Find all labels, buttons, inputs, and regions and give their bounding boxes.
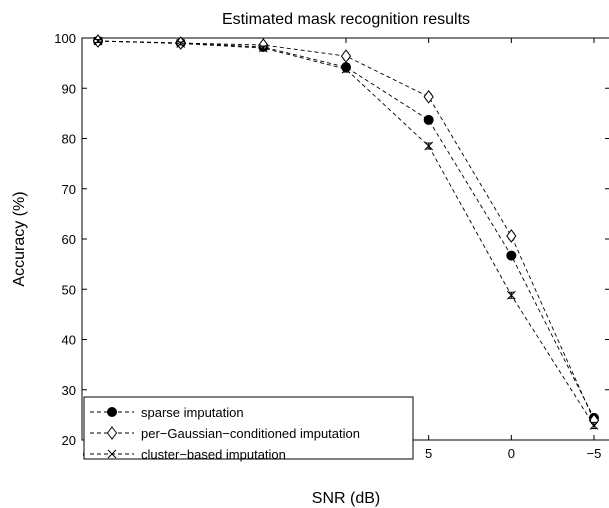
data-point-marker bbox=[93, 36, 103, 46]
data-point-marker bbox=[423, 89, 434, 104]
y-tick-label: 50 bbox=[62, 282, 76, 297]
y-axis-title: Accuracy (%) bbox=[11, 191, 28, 286]
legend-label: cluster−based imputation bbox=[141, 447, 286, 462]
legend-label: per−Gaussian−conditioned imputation bbox=[141, 426, 360, 441]
plot-frame bbox=[81, 37, 609, 441]
data-point-marker bbox=[506, 290, 516, 300]
legend: sparse imputation per−Gaussian−conditione… bbox=[83, 396, 414, 462]
y-tick-label: 70 bbox=[62, 182, 76, 197]
legend-box bbox=[83, 396, 414, 460]
data-point-marker bbox=[176, 39, 186, 48]
data-point-marker bbox=[506, 229, 517, 243]
x-tick-label: 5 bbox=[425, 446, 432, 461]
data-point-marker bbox=[258, 43, 268, 53]
y-tick-label: 60 bbox=[62, 232, 76, 247]
x-axis-title: SNR (dB) bbox=[312, 490, 380, 507]
series-layer bbox=[92, 34, 600, 430]
y-tick-label: 40 bbox=[62, 333, 76, 348]
y-tick-label: 20 bbox=[62, 433, 76, 448]
legend-label: sparse imputation bbox=[141, 405, 244, 420]
y-tick-label: 90 bbox=[62, 81, 76, 96]
series-line bbox=[97, 40, 595, 426]
series-1 bbox=[93, 36, 599, 423]
data-point-marker bbox=[106, 426, 118, 440]
series-3 bbox=[93, 36, 599, 430]
data-point-marker bbox=[258, 38, 269, 52]
data-point-marker bbox=[589, 421, 599, 430]
data-point-marker bbox=[340, 49, 352, 63]
data-point-marker bbox=[423, 114, 434, 125]
y-tick-label: 30 bbox=[62, 383, 76, 398]
series-2 bbox=[92, 34, 600, 428]
y-tick-label: 80 bbox=[62, 132, 76, 147]
chart-title: Estimated mask recognition results bbox=[222, 11, 470, 28]
x-tick-label: 0 bbox=[508, 446, 515, 461]
data-point-marker bbox=[107, 407, 117, 417]
data-point-marker bbox=[341, 64, 351, 74]
data-point-marker bbox=[107, 449, 117, 459]
y-tick-label: 100 bbox=[54, 31, 76, 46]
x-tick-label: −5 bbox=[587, 446, 602, 461]
data-point-marker bbox=[506, 250, 517, 261]
series-line bbox=[97, 40, 595, 419]
series-line bbox=[97, 40, 595, 421]
data-point-marker bbox=[424, 141, 434, 151]
